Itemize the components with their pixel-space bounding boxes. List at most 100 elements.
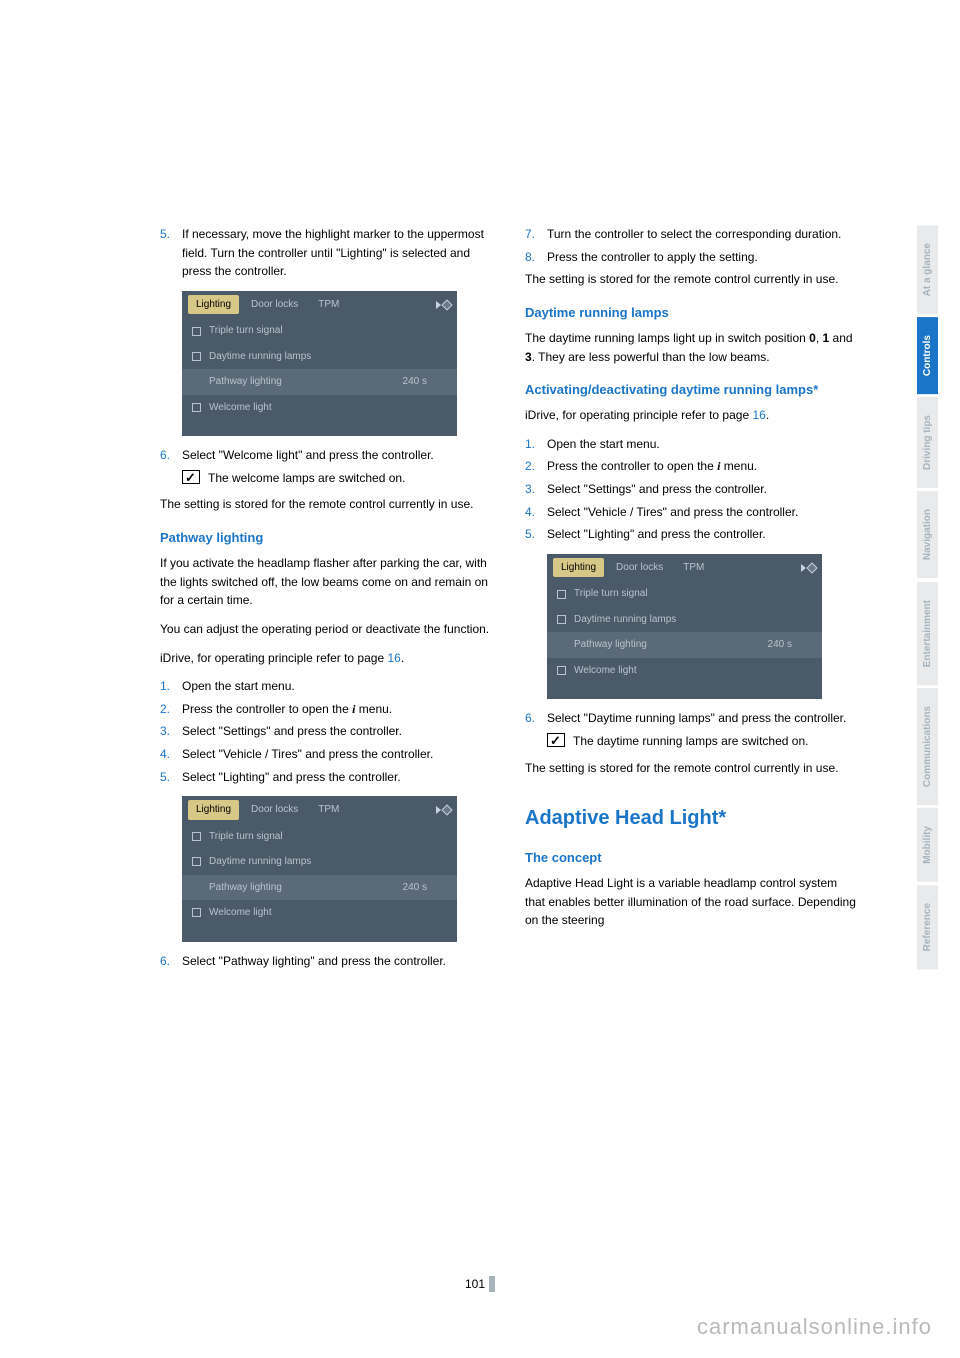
tab-tpm: TPM [310, 295, 347, 315]
step-number: 3. [160, 722, 182, 741]
menu-value: 240 s [768, 637, 792, 653]
page-marker-icon [489, 1276, 495, 1292]
idrive-screenshot-3: Lighting Door locks TPM Triple turn sign… [547, 554, 860, 700]
left-column: 5. If necessary, move the highlight mark… [160, 225, 495, 974]
tab-mobility[interactable]: Mobility [917, 808, 938, 882]
checkbox-icon [192, 327, 201, 336]
section-tabs: At a glance Controls Driving tips Naviga… [917, 225, 938, 969]
tab-arrow-icon [801, 564, 816, 572]
watermark: carmanualsonline.info [697, 1314, 932, 1340]
checkbox-icon [557, 666, 566, 675]
idrive-screenshot-1: Lighting Door locks TPM Triple turn sign… [182, 291, 495, 437]
tab-at-a-glance[interactable]: At a glance [917, 225, 938, 314]
step-number: 7. [525, 225, 547, 244]
checkbox-icon [192, 908, 201, 917]
heading-pathway: Pathway lighting [160, 528, 495, 548]
confirmation-text: The daytime running lamps are switched o… [573, 732, 808, 751]
step-4: 4.Select "Vehicle / Tires" and press the… [525, 503, 860, 522]
tab-reference[interactable]: Reference [917, 885, 938, 969]
menu-drl: Daytime running lamps [182, 849, 457, 875]
step-number: 6. [525, 709, 547, 728]
step-number: 2. [160, 700, 182, 719]
step-text: Turn the controller to select the corres… [547, 225, 860, 244]
menu-triple-turn: Triple turn signal [182, 824, 457, 850]
pathway-p1: If you activate the headlamp flasher aft… [160, 554, 495, 610]
step-text: Press the controller to open the i menu. [547, 457, 860, 476]
step-text: Select "Pathway lighting" and press the … [182, 952, 495, 971]
step-6b: 6. Select "Pathway lighting" and press t… [160, 952, 495, 971]
step-number: 1. [160, 677, 182, 696]
step-3: 3.Select "Settings" and press the contro… [160, 722, 495, 741]
step-7: 7.Turn the controller to select the corr… [525, 225, 860, 244]
step-text: Select "Lighting" and press the controll… [547, 525, 860, 544]
heading-drl: Daytime running lamps [525, 303, 860, 323]
idrive-screenshot-2: Lighting Door locks TPM Triple turn sign… [182, 796, 495, 942]
menu-label: Daytime running lamps [209, 349, 311, 365]
menu-value: 240 s [403, 880, 427, 896]
step-text: Select "Vehicle / Tires" and press the c… [182, 745, 495, 764]
menu-label: Pathway lighting [209, 374, 282, 390]
tab-tpm: TPM [675, 558, 712, 578]
step-number: 8. [525, 248, 547, 267]
tab-communications[interactable]: Communications [917, 688, 938, 805]
menu-pathway: Pathway lighting240 s [182, 369, 457, 395]
step-number: 1. [525, 435, 547, 454]
concept-para: Adaptive Head Light is a variable headla… [525, 874, 860, 930]
tab-lighting: Lighting [188, 295, 239, 315]
checkbox-icon [557, 615, 566, 624]
step-text: Select "Settings" and press the controll… [547, 480, 860, 499]
right-column: 7.Turn the controller to select the corr… [525, 225, 860, 974]
menu-label: Pathway lighting [574, 637, 647, 653]
tab-lighting: Lighting [188, 800, 239, 820]
screen-tabs: Lighting Door locks TPM [182, 291, 457, 319]
menu-welcome: Welcome light [182, 900, 457, 926]
step-text: Press the controller to open the i menu. [182, 700, 495, 719]
confirmation-row: The welcome lamps are switched on. [182, 469, 495, 488]
menu-drl: Daytime running lamps [547, 607, 822, 633]
menu-drl: Daytime running lamps [182, 344, 457, 370]
checkmark-icon [547, 733, 565, 747]
step-3: 3.Select "Settings" and press the contro… [525, 480, 860, 499]
step-text: Select "Daytime running lamps" and press… [547, 709, 860, 728]
step-1: 1.Open the start menu. [160, 677, 495, 696]
step-text: Select "Welcome light" and press the con… [182, 446, 495, 465]
idrive-ref: iDrive, for operating principle refer to… [160, 649, 495, 668]
tab-navigation[interactable]: Navigation [917, 491, 938, 578]
menu-label: Pathway lighting [209, 880, 282, 896]
checkbox-icon [192, 403, 201, 412]
step-5: 5.Select "Lighting" and press the contro… [525, 525, 860, 544]
menu-welcome: Welcome light [547, 658, 822, 684]
checkbox-icon [557, 590, 566, 599]
menu-label: Triple turn signal [574, 586, 648, 602]
tab-controls[interactable]: Controls [917, 317, 938, 394]
tab-arrow-icon [436, 806, 451, 814]
page-link[interactable]: 16 [752, 408, 765, 422]
menu-label: Welcome light [574, 663, 637, 679]
step-number: 3. [525, 480, 547, 499]
step-number: 5. [525, 525, 547, 544]
tab-entertainment[interactable]: Entertainment [917, 582, 938, 685]
step-5: 5. If necessary, move the highlight mark… [160, 225, 495, 281]
tab-tpm: TPM [310, 800, 347, 820]
page: 5. If necessary, move the highlight mark… [0, 0, 960, 1358]
stored-text: The setting is stored for the remote con… [525, 270, 860, 289]
step-2: 2.Press the controller to open the i men… [525, 457, 860, 476]
menu-label: Triple turn signal [209, 323, 283, 339]
heading-adaptive: Adaptive Head Light* [525, 803, 860, 834]
screen-tabs: Lighting Door locks TPM [182, 796, 457, 824]
tab-lighting: Lighting [553, 558, 604, 578]
checkbox-icon [192, 857, 201, 866]
checkbox-icon [192, 832, 201, 841]
menu-label: Welcome light [209, 905, 272, 921]
step-text: Select "Settings" and press the controll… [182, 722, 495, 741]
tab-driving-tips[interactable]: Driving tips [917, 397, 938, 488]
screen: Lighting Door locks TPM Triple turn sign… [182, 291, 457, 437]
pathway-p2: You can adjust the operating period or d… [160, 620, 495, 639]
page-number: 101 [465, 1276, 495, 1292]
step-number: 2. [525, 457, 547, 476]
tab-doorlocks: Door locks [243, 800, 306, 820]
step-number: 4. [160, 745, 182, 764]
step-text: Select "Lighting" and press the controll… [182, 768, 495, 787]
screen: Lighting Door locks TPM Triple turn sign… [182, 796, 457, 942]
page-link[interactable]: 16 [387, 651, 400, 665]
